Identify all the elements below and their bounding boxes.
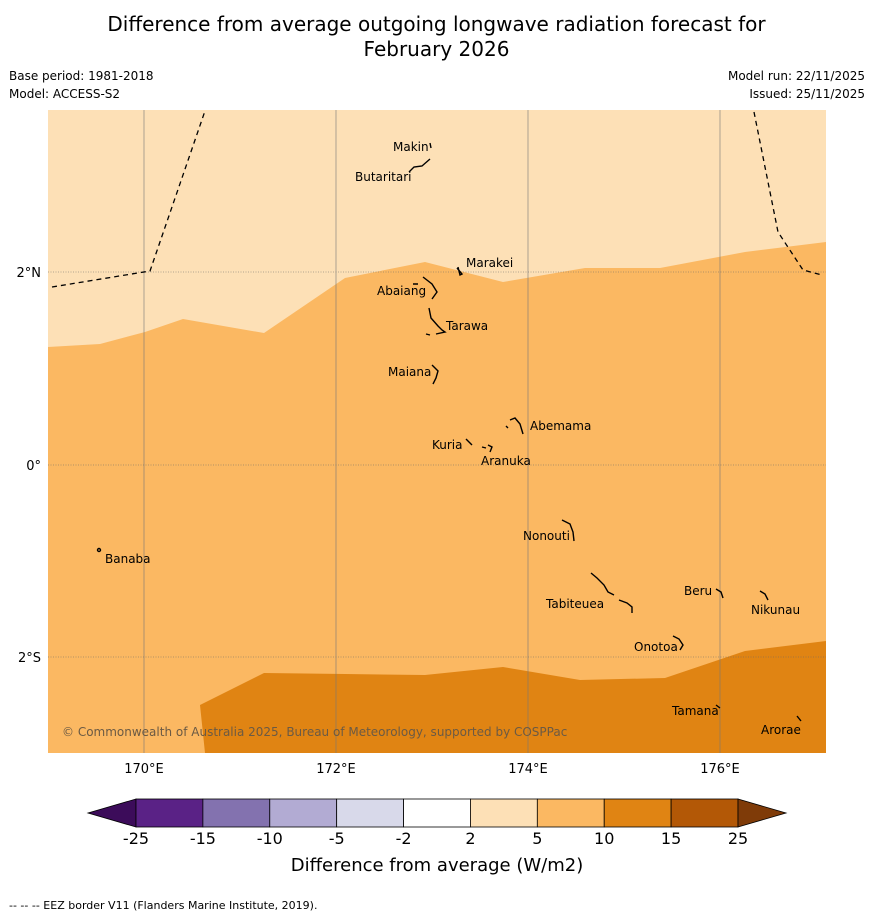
lon-tick-170e: 170°E xyxy=(124,762,164,777)
label-aranuka: Aranuka xyxy=(481,454,531,468)
lon-tick-labels: 170°E 172°E 174°E 176°E xyxy=(124,762,740,777)
label-maiana: Maiana xyxy=(388,365,431,379)
title-line-1: Difference from average outgoing longwav… xyxy=(107,12,766,36)
label-abemama: Abemama xyxy=(530,419,591,433)
issued-date: Issued: 25/11/2025 xyxy=(749,87,865,101)
model-run: Model run: 22/11/2025 xyxy=(727,69,865,83)
colorbar-tick-5: 2 xyxy=(465,829,475,848)
colorbar-tick-9: 25 xyxy=(728,829,748,848)
island-marakei xyxy=(456,266,464,277)
lat-tick-2n: 2°N xyxy=(17,266,42,281)
lon-tick-174e: 174°E xyxy=(508,762,548,777)
colorbar-cell-1 xyxy=(202,798,271,828)
colorbar-cell-2 xyxy=(269,798,338,828)
lon-tick-176e: 176°E xyxy=(700,762,740,777)
colorbar: -25 -15 -10 -5 -2 2 5 10 15 25 Difference from av… xyxy=(86,798,788,876)
island-butaritari xyxy=(408,158,431,173)
colorbar-cell-7 xyxy=(603,798,672,828)
label-tamana: Tamana xyxy=(671,704,719,718)
parallels xyxy=(48,271,826,658)
eez-border-east xyxy=(753,111,823,276)
colorbar-under-triangle xyxy=(86,798,137,828)
colorbar-cell-0 xyxy=(135,798,204,828)
label-tabiteuea: Tabiteuea xyxy=(545,597,604,611)
label-arorae: Arorae xyxy=(761,723,801,737)
eez-border xyxy=(51,110,823,288)
island-arorae xyxy=(796,715,802,722)
label-abaiang: Abaiang xyxy=(377,284,426,298)
colorbar-tick-8: 15 xyxy=(661,829,681,848)
colorbar-tick-4: -2 xyxy=(396,829,412,848)
island-nonouti xyxy=(561,519,575,542)
colorbar-tick-0: -25 xyxy=(123,829,149,848)
label-marakei: Marakei xyxy=(466,256,513,270)
place-labels: Makin Butaritari Marakei Abaiang Tarawa … xyxy=(105,140,801,737)
island-onotoa xyxy=(672,635,684,651)
colorbar-tick-7: 10 xyxy=(594,829,614,848)
colorbar-tick-2: -10 xyxy=(257,829,283,848)
footer-eez-note: -- -- -- EEZ border V11 (Flanders Marine… xyxy=(9,899,318,912)
island-tabiteuea xyxy=(590,572,633,613)
colorbar-tick-1: -15 xyxy=(190,829,216,848)
colorbar-cell-5 xyxy=(470,798,538,828)
colorbar-cell-8 xyxy=(670,798,739,828)
eez-border-west xyxy=(51,110,207,288)
island-banaba xyxy=(96,547,102,553)
lat-tick-0: 0° xyxy=(26,459,41,474)
islands xyxy=(96,142,802,722)
island-tarawa xyxy=(425,307,447,336)
lon-tick-172e: 172°E xyxy=(316,762,356,777)
forecast-map-area: Makin Butaritari Marakei Abaiang Tarawa … xyxy=(48,110,826,753)
meta-left: Base period: 1981-2018 Model: ACCESS-S2 xyxy=(9,67,154,103)
colorbar-cell-3 xyxy=(336,798,404,828)
colorbar-tick-6: 5 xyxy=(532,829,542,848)
island-beru xyxy=(715,588,724,599)
island-makin xyxy=(429,142,432,149)
island-abemama xyxy=(505,417,524,435)
island-kuria xyxy=(465,438,473,446)
colorbar-over-triangle xyxy=(737,798,788,828)
label-nonouti: Nonouti xyxy=(523,529,570,543)
island-tamana xyxy=(715,704,721,709)
label-butaritari: Butaritari xyxy=(355,170,412,184)
colorbar-cell-4 xyxy=(403,798,471,828)
meridians xyxy=(143,110,721,753)
colorbar-tick-labels: -25 -15 -10 -5 -2 2 5 10 15 25 xyxy=(123,829,748,848)
label-beru: Beru xyxy=(684,584,712,598)
island-nikunau xyxy=(759,590,769,601)
region-10-to-15 xyxy=(200,641,826,753)
lat-tick-labels: 2°N 0° 2°S xyxy=(17,266,42,666)
meta-right: Model run: 22/11/2025 Issued: 25/11/2025 xyxy=(728,67,865,103)
model-name: Model: ACCESS-S2 xyxy=(9,87,121,101)
label-tarawa: Tarawa xyxy=(445,319,488,333)
label-onotoa: Onotoa xyxy=(634,640,678,654)
colorbar-cells xyxy=(135,798,739,828)
lat-tick-2s: 2°S xyxy=(18,651,41,666)
colorbar-title: Difference from average (W/m2) xyxy=(291,855,583,876)
label-nikunau: Nikunau xyxy=(751,603,800,617)
colorbar-tick-3: -5 xyxy=(329,829,345,848)
copyright-notice: © Commonwealth of Australia 2025, Bureau… xyxy=(62,725,567,739)
island-maiana xyxy=(431,364,439,385)
title-line-2: February 2026 xyxy=(363,37,510,61)
label-makin: Makin xyxy=(393,140,429,154)
region-2-to-5 xyxy=(48,110,826,347)
base-period: Base period: 1981-2018 xyxy=(9,69,154,83)
island-abaiang xyxy=(413,276,438,300)
island-aranuka xyxy=(481,444,493,453)
colorbar-cell-6 xyxy=(536,798,605,828)
chart-title: Difference from average outgoing longwav… xyxy=(0,12,873,62)
label-banaba: Banaba xyxy=(105,552,151,566)
label-kuria: Kuria xyxy=(432,438,463,452)
